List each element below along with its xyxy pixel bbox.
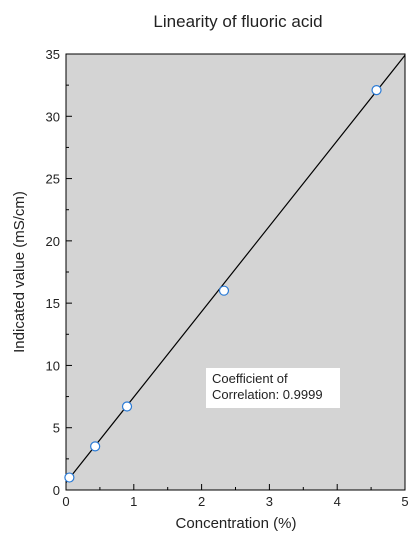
- x-axis-label: Concentration (%): [176, 515, 297, 532]
- y-tick-label: 20: [46, 234, 60, 249]
- chart-title: Linearity of fluoric acid: [153, 12, 322, 31]
- data-point: [218, 285, 230, 296]
- y-tick-label: 0: [53, 483, 60, 498]
- x-tick-label: 4: [334, 494, 341, 509]
- x-axis: 0 1 2 3 4 5: [62, 484, 409, 509]
- y-tick-label: 10: [46, 358, 60, 373]
- y-tick-label: 35: [46, 47, 60, 62]
- annotation-line-2: Correlation: 0.9999: [212, 387, 323, 402]
- x-tick-label: 0: [62, 494, 69, 509]
- x-tick-label: 3: [266, 494, 273, 509]
- y-tick-label: 25: [46, 172, 60, 187]
- y-axis: 0 5 10 15 20 25 30 35: [46, 47, 72, 498]
- y-tick-label: 30: [46, 109, 60, 124]
- x-tick-label: 2: [198, 494, 205, 509]
- data-point: [90, 441, 101, 452]
- data-point: [121, 401, 133, 412]
- data-point: [371, 85, 382, 96]
- y-tick-label: 15: [46, 296, 60, 311]
- y-axis-label: Indicated value (mS/cm): [11, 191, 28, 353]
- y-tick-label: 5: [53, 421, 60, 436]
- annotation-line-1: Coefficient of: [212, 371, 288, 386]
- x-tick-label: 5: [401, 494, 408, 509]
- data-point: [64, 472, 75, 483]
- annotation: Coefficient of Correlation: 0.9999: [206, 368, 340, 408]
- x-tick-label: 1: [130, 494, 137, 509]
- fit-line: [65, 54, 406, 483]
- data-points: [64, 85, 382, 483]
- annotation-box: [206, 368, 340, 408]
